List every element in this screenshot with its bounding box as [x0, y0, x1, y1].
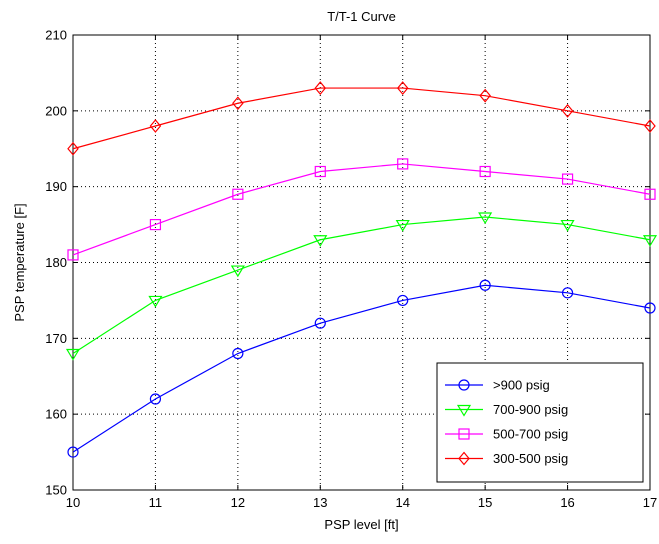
- x-tick-label: 12: [231, 495, 245, 510]
- data-point: [397, 158, 409, 170]
- series-line: [72, 216, 651, 355]
- y-tick-label: 200: [45, 103, 67, 118]
- y-tick-label: 160: [45, 407, 67, 422]
- x-axis-label: PSP level [ft]: [324, 517, 398, 532]
- data-point: [397, 294, 409, 307]
- legend-item: 500-700 psig: [445, 427, 568, 442]
- legend-label: >900 psig: [493, 378, 550, 393]
- data-point: [149, 119, 162, 133]
- series-1: [67, 279, 656, 458]
- series-3: [67, 158, 656, 261]
- x-tick-label: 16: [560, 495, 574, 510]
- data-point: [313, 235, 328, 247]
- x-tick-label: 14: [395, 495, 409, 510]
- x-tick-label: 10: [66, 495, 80, 510]
- legend-box: [436, 362, 644, 483]
- data-point: [232, 188, 244, 200]
- data-point: [232, 347, 244, 360]
- data-point: [644, 302, 656, 314]
- series-4: [67, 81, 656, 156]
- y-tick-label: 170: [45, 331, 67, 346]
- data-point: [561, 103, 574, 118]
- data-point: [230, 265, 245, 278]
- data-point: [67, 249, 79, 261]
- series-line: [72, 87, 651, 150]
- legend-item: 700-900 psig: [445, 402, 568, 417]
- y-axis-label: PSP temperature [F]: [12, 203, 27, 321]
- data-point: [149, 393, 162, 405]
- data-point: [478, 212, 493, 225]
- data-point: [67, 141, 79, 156]
- series-line: [72, 284, 651, 453]
- data-point: [479, 279, 491, 291]
- series-2: [65, 212, 658, 361]
- y-tick-label: 180: [45, 255, 67, 270]
- axis-ticks: 10 11 12 13 14 15 16 17 150 160 170 180 190 200 210: [45, 28, 657, 511]
- data-point: [560, 219, 575, 232]
- data-point: [149, 218, 162, 231]
- data-point: [479, 88, 491, 103]
- data-point: [644, 119, 656, 133]
- legend-marker: [458, 428, 470, 440]
- data-point: [561, 287, 574, 299]
- data-point: [561, 173, 574, 185]
- legend-label: 300-500 psig: [493, 451, 568, 466]
- legend-label: 700-900 psig: [493, 402, 568, 417]
- x-tick-label: 15: [478, 495, 492, 510]
- x-tick-label: 11: [149, 495, 163, 510]
- y-tick-label: 210: [45, 28, 67, 43]
- data-point: [67, 446, 79, 458]
- legend: >900 psig 700-900 psig 500-700 psig 300-500…: [436, 362, 644, 483]
- data-point: [642, 235, 658, 247]
- data-point: [479, 165, 491, 178]
- data-point: [148, 295, 163, 308]
- chart-title: T/T-1 Curve: [327, 9, 396, 24]
- y-tick-label: 150: [45, 483, 67, 498]
- legend-marker: [456, 404, 472, 417]
- x-tick-label: 17: [643, 495, 657, 510]
- data-point: [396, 81, 409, 96]
- legend-marker: [458, 451, 470, 466]
- legend-item: >900 psig: [445, 378, 550, 393]
- data-point: [314, 165, 326, 178]
- legend-item: 300-500 psig: [445, 451, 568, 466]
- data-point: [232, 96, 244, 111]
- data-point: [314, 317, 326, 329]
- data-point: [395, 219, 410, 232]
- data-point: [644, 188, 656, 200]
- legend-label: 500-700 psig: [493, 427, 568, 442]
- series-line: [72, 163, 651, 256]
- legend-marker: [458, 379, 470, 391]
- x-tick-label: 13: [313, 495, 327, 510]
- data-point: [314, 81, 327, 96]
- y-tick-label: 190: [45, 179, 67, 194]
- series-layer: [65, 81, 658, 458]
- data-point: [65, 348, 81, 361]
